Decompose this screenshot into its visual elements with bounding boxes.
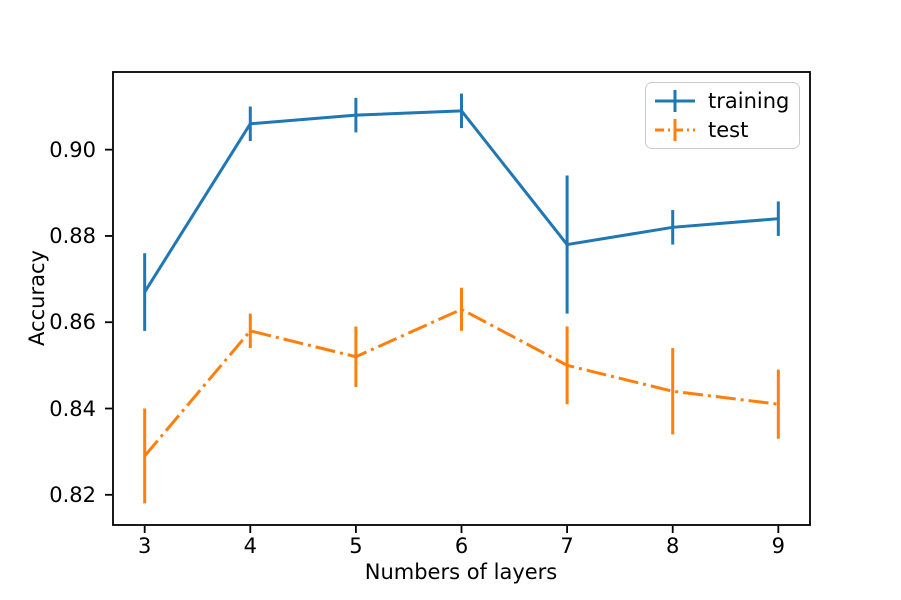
legend-label-test: test — [708, 117, 749, 142]
x-tick-label: 7 — [560, 534, 574, 558]
legend-label-training: training — [708, 89, 790, 114]
y-tick-label: 0.90 — [49, 137, 96, 162]
errorbar-handle-training-icon — [655, 90, 695, 113]
y-tick-label: 0.84 — [49, 396, 96, 421]
x-tick-label: 4 — [243, 534, 257, 558]
x-tick-label: 6 — [454, 534, 469, 558]
legend-item-test: test — [654, 116, 791, 144]
y-tick-label: 0.82 — [49, 482, 96, 507]
x-tick-label: 5 — [349, 534, 363, 558]
axes-spines — [112, 71, 811, 526]
x-tick-label: 9 — [771, 534, 785, 558]
y-tick-label: 0.88 — [49, 223, 96, 248]
errorbar-handle-test-icon — [655, 118, 695, 141]
x-tick-label: 3 — [137, 534, 152, 558]
y-tick-label: 0.86 — [49, 310, 96, 335]
legend-item-training: training — [654, 87, 791, 115]
x-axis-label: Numbers of layers — [364, 560, 558, 584]
x-tick-label: 8 — [666, 534, 680, 558]
series-line-training — [143, 109, 779, 293]
series-line-test — [143, 307, 779, 457]
legend: training test — [645, 82, 800, 149]
